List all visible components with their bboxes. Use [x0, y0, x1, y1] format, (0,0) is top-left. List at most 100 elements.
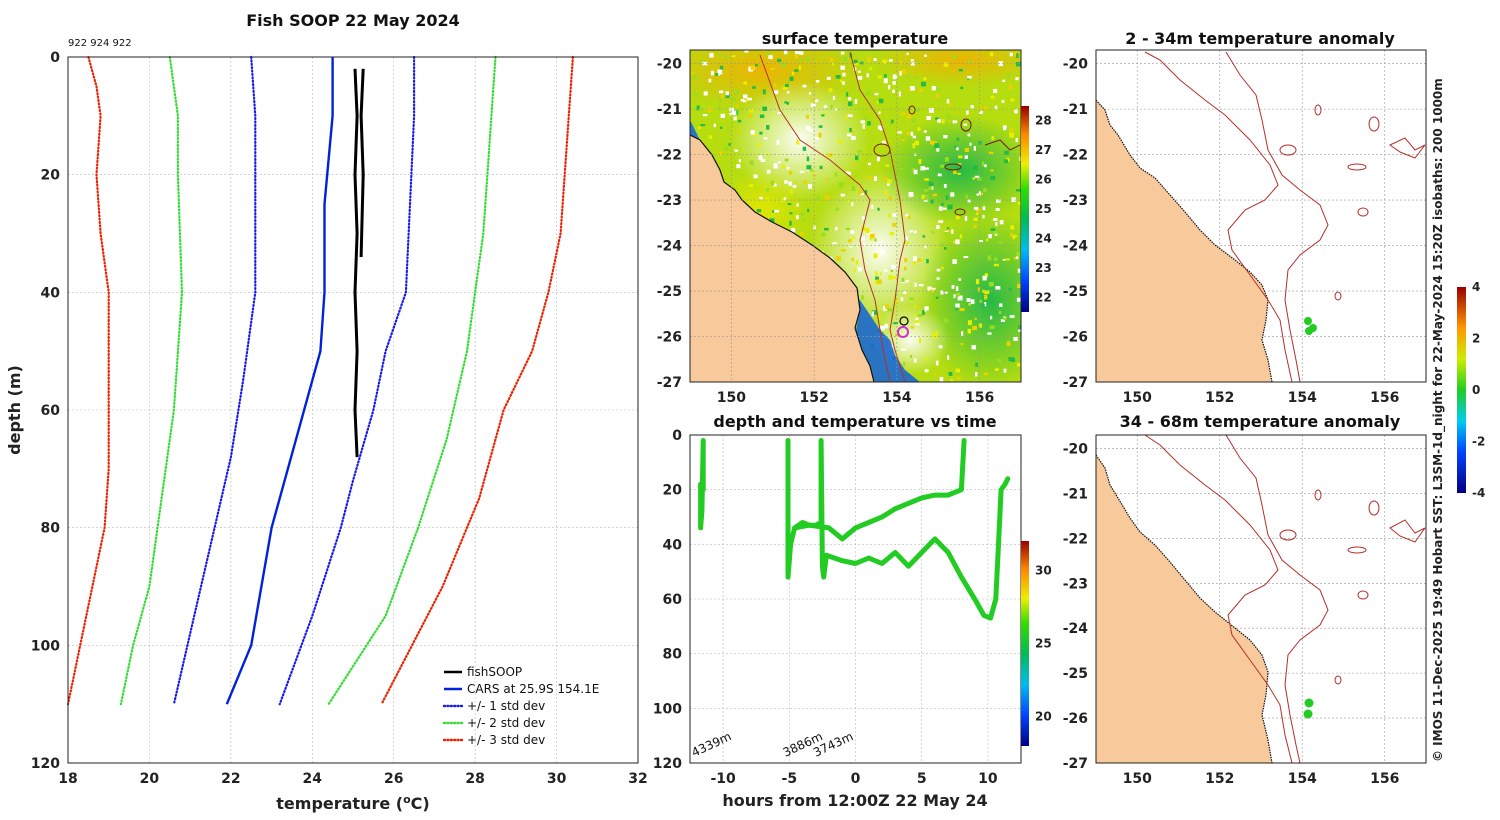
sst-pixel: [832, 95, 836, 100]
depth-time-y-ticks: 0 20 40 60 80 100 120: [653, 428, 682, 772]
sst-pixel: [1015, 137, 1018, 143]
sst-pixel: [799, 51, 804, 55]
sst-pixel: [915, 317, 919, 322]
depth-time-panel: depth and temperature vs time -10 -5 0 5 10 …: [653, 412, 1052, 810]
sst-pixel: [990, 228, 996, 231]
sst-pixel: [774, 209, 780, 213]
sst-pixel: [789, 76, 794, 81]
x-tick-label: 156: [1370, 390, 1399, 406]
sst-pixel: [798, 65, 801, 71]
sst-pixel: [850, 230, 855, 234]
sst-pixel: [914, 358, 917, 363]
sst-pixel: [774, 82, 777, 88]
sst-pixel: [948, 372, 953, 376]
sst-pixel: [696, 105, 700, 111]
sst-pixel: [888, 275, 893, 280]
sst-pixel: [984, 294, 988, 300]
sst-pixel: [700, 60, 706, 63]
sst-pixel: [960, 86, 964, 89]
profile-frame: [67, 56, 639, 764]
sst-pixel: [828, 153, 833, 157]
sst-pixel: [948, 103, 953, 106]
sst-pixel: [923, 197, 928, 201]
sst-pixel: [994, 368, 999, 371]
sst-pixel: [838, 139, 843, 144]
sst-pixel: [934, 331, 939, 336]
sst-pixel: [742, 99, 746, 103]
sst-pixel: [946, 99, 950, 104]
x-tick-label: -5: [782, 771, 798, 787]
sst-pixel: [835, 75, 841, 79]
sst-pixel: [924, 306, 929, 311]
x-tick-label: 30: [547, 771, 567, 787]
sst-pixel: [1012, 234, 1016, 240]
sst-pixel: [788, 181, 792, 186]
sst-pixel: [725, 91, 730, 96]
sst-pixel: [983, 106, 989, 110]
sst-pixel: [824, 227, 829, 231]
sst-pixel: [967, 328, 972, 334]
sst-pixel: [1002, 258, 1005, 261]
x-tick-label: 28: [465, 771, 484, 787]
sst-pixel: [926, 115, 931, 121]
sst-pixel: [1010, 232, 1013, 237]
sst-pixel: [1013, 256, 1017, 260]
sst-pixel: [979, 110, 983, 115]
sst-pixel: [795, 181, 798, 184]
sst-pixel: [892, 213, 897, 217]
colorbar-tick-label: 23: [1035, 261, 1052, 275]
y-tick-label: -27: [657, 375, 682, 391]
sst-pixel: [867, 162, 872, 166]
x-tick-label: 26: [384, 771, 403, 787]
sst-pixel: [957, 376, 961, 381]
profile-y-ticks: 0 20 40 60 80 100 120: [31, 50, 60, 772]
sst-pixel: [702, 61, 708, 66]
sst-pixel: [980, 192, 984, 196]
sst-pixel: [912, 135, 916, 139]
profile-series: [66, 55, 574, 706]
sst-pixel: [956, 147, 959, 151]
sst-pixel: [984, 290, 990, 294]
sst-pixel: [874, 176, 878, 181]
sst-pixel: [815, 80, 820, 83]
sst-pixel: [852, 162, 856, 166]
colorbar-tick-label: 25: [1035, 637, 1052, 651]
sst-pixel: [743, 81, 748, 85]
anomaly-upper-title: 2 - 34m temperature anomaly: [1125, 29, 1395, 48]
profile-x-label: temperature (oC): [276, 793, 429, 813]
sst-pixel: [1018, 329, 1021, 332]
y-tick-label: -25: [1063, 284, 1088, 300]
sst-pixel: [975, 362, 978, 367]
sst-pixel: [993, 218, 998, 221]
colorbar-tick-label: 22: [1035, 290, 1052, 304]
sst-pixel: [899, 60, 903, 65]
sst-map-panel: surface temperature: [657, 29, 1052, 406]
y-tick-label: -23: [1063, 193, 1088, 209]
anomaly-lower-marker: [1304, 698, 1314, 708]
sst-pixel: [878, 111, 881, 115]
sst-pixel: [915, 108, 920, 112]
sst-pixel: [737, 130, 741, 134]
sst-pixel: [866, 73, 869, 78]
sst-pixel: [759, 114, 765, 119]
y-tick-label: -20: [1063, 57, 1089, 73]
sst-pixel: [956, 215, 960, 220]
sst-pixel: [785, 84, 789, 88]
sst-pixel: [968, 303, 971, 306]
sst-pixel: [935, 93, 939, 99]
sst-pixel: [953, 294, 956, 299]
sst-pixel: [873, 253, 878, 259]
legend-label: fishSOOP: [467, 665, 522, 679]
sst-pixel: [708, 135, 713, 139]
y-tick-label: -25: [657, 284, 682, 300]
sst-pixel: [931, 287, 936, 290]
profile-legend: fishSOOP CARS at 25.9S 154.1E +/- 1 std de…: [442, 665, 599, 747]
sst-pixel: [880, 126, 884, 131]
sst-pixel: [815, 99, 819, 103]
series-line: [359, 68, 365, 258]
sst-pixel: [738, 159, 742, 163]
sst-pixel: [851, 186, 856, 191]
sst-pixel: [926, 259, 929, 264]
sst-pixel: [867, 121, 871, 126]
anomaly-upper-x-ticks: 150 152 154 156: [1123, 390, 1400, 406]
